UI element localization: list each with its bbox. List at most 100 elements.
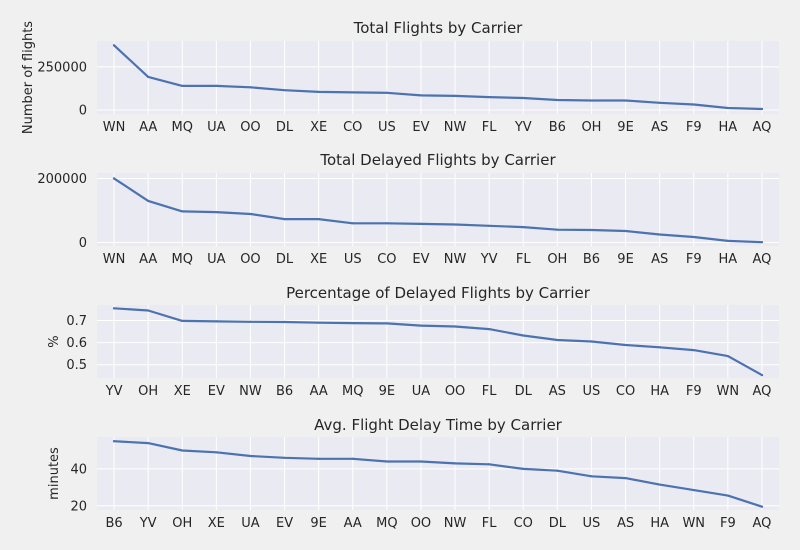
- x-tick-label: HA: [719, 252, 738, 267]
- series-line: [112, 307, 764, 377]
- x-tick-label: YV: [514, 120, 532, 135]
- data-point: [385, 322, 388, 325]
- x-tick-label: HA: [719, 120, 738, 135]
- data-point: [453, 223, 457, 226]
- data-point: [590, 475, 593, 478]
- x-tick-label: US: [378, 120, 396, 135]
- data-point: [624, 99, 627, 102]
- data-point: [522, 96, 525, 100]
- series-line: [112, 440, 764, 508]
- x-tick-label: FL: [516, 252, 531, 267]
- x-tick-label: 9E: [617, 252, 634, 267]
- data-point: [181, 210, 184, 213]
- y-tick-label: 0.6: [66, 336, 87, 351]
- plot-area: [97, 437, 779, 510]
- x-tick-label: HA: [650, 516, 669, 531]
- data-point: [726, 239, 729, 242]
- data-point: [453, 94, 457, 97]
- data-point: [283, 456, 286, 459]
- x-tick-label: AQ: [752, 516, 771, 531]
- data-point: [760, 374, 764, 377]
- data-point: [726, 355, 729, 358]
- data-point: [147, 441, 150, 445]
- x-tick-label: WN: [103, 252, 126, 267]
- x-tick-label: AQ: [752, 384, 771, 399]
- x-tick-label: OO: [445, 384, 465, 399]
- data-point: [624, 477, 627, 480]
- data-point: [624, 343, 627, 347]
- x-tick-label: EV: [412, 252, 429, 267]
- data-point: [351, 322, 354, 325]
- x-tick-label: HA: [650, 384, 669, 399]
- x-tick-label: AA: [344, 516, 362, 531]
- data-point: [658, 483, 661, 486]
- x-tick-label: AS: [651, 252, 668, 267]
- data-point: [215, 451, 218, 454]
- x-tick-label: OH: [172, 516, 192, 531]
- series-line: [112, 44, 764, 111]
- y-axis-label: %: [47, 335, 62, 347]
- chart-panel-2: 0 200000 WN AA MQ UA OO DL XE US CO EV NW YV FL OH B6 9E A…: [37, 151, 779, 267]
- x-tick-label: F9: [720, 516, 736, 531]
- data-point: [488, 95, 491, 99]
- data-point: [385, 460, 388, 463]
- data-point: [419, 94, 423, 97]
- x-tick-label: UA: [207, 252, 226, 267]
- x-tick-label: AQ: [752, 120, 771, 135]
- x-tick-label: DL: [276, 252, 294, 267]
- data-point: [181, 449, 184, 452]
- y-tick-label: 20: [70, 499, 87, 514]
- data-point: [215, 84, 218, 87]
- chart-panel-4: 20 40 B6 YV OH XE UA EV 9E AA MQ OO NW FL CO DL US AS HA WN…: [47, 416, 779, 531]
- x-tick-label: WN: [682, 516, 705, 531]
- x-tick-label: 9E: [310, 516, 327, 531]
- y-tick-label: 0.7: [66, 314, 87, 329]
- data-point: [488, 463, 491, 466]
- data-point: [249, 320, 252, 323]
- data-point: [522, 467, 525, 470]
- data-point: [147, 75, 150, 78]
- data-point: [692, 488, 695, 492]
- x-tick-label: YV: [480, 252, 498, 267]
- chart-panel-3: 0.5 0.6 0.7 YV OH XE EV NW B6 AA MQ 9E UA OO FL DL AS US C…: [47, 284, 779, 399]
- x-tick-label: EV: [412, 120, 429, 135]
- data-point: [726, 106, 729, 110]
- x-tick-label: XE: [310, 120, 327, 135]
- data-point: [488, 224, 491, 227]
- data-point: [147, 199, 150, 202]
- data-point: [317, 321, 320, 324]
- x-tick-label: YV: [105, 384, 123, 399]
- y-axis-label: minutes: [47, 447, 62, 500]
- x-tick-label: US: [583, 384, 601, 399]
- data-point: [692, 235, 695, 239]
- x-tick-label: OO: [240, 252, 260, 267]
- data-point: [556, 469, 559, 472]
- chart-title: Avg. Flight Delay Time by Carrier: [314, 416, 563, 434]
- y-axis-label: Number of flights: [21, 21, 36, 134]
- data-point: [556, 98, 559, 102]
- data-point: [760, 505, 764, 508]
- x-tick-label: FL: [482, 120, 497, 135]
- data-point: [488, 328, 491, 331]
- data-point: [283, 320, 286, 324]
- x-tick-label: EV: [276, 516, 293, 531]
- x-tick-label: AS: [549, 384, 566, 399]
- x-tick-label: EV: [208, 384, 225, 399]
- data-point: [522, 334, 525, 337]
- x-tick-label: FL: [482, 516, 497, 531]
- x-tick-label: CO: [377, 252, 396, 267]
- y-tick-label: 40: [70, 462, 87, 477]
- data-point: [692, 349, 695, 352]
- y-tick-label: 0: [79, 236, 87, 251]
- x-tick-label: OH: [547, 252, 567, 267]
- data-point: [249, 212, 252, 216]
- x-tick-label: B6: [583, 252, 600, 267]
- data-point: [453, 325, 457, 328]
- data-point: [419, 324, 423, 327]
- data-point: [556, 338, 559, 342]
- data-point: [249, 86, 252, 89]
- x-tick-label: MQ: [172, 120, 193, 135]
- plot-area: [97, 41, 779, 114]
- x-tick-label: US: [344, 252, 362, 267]
- data-point: [556, 228, 559, 231]
